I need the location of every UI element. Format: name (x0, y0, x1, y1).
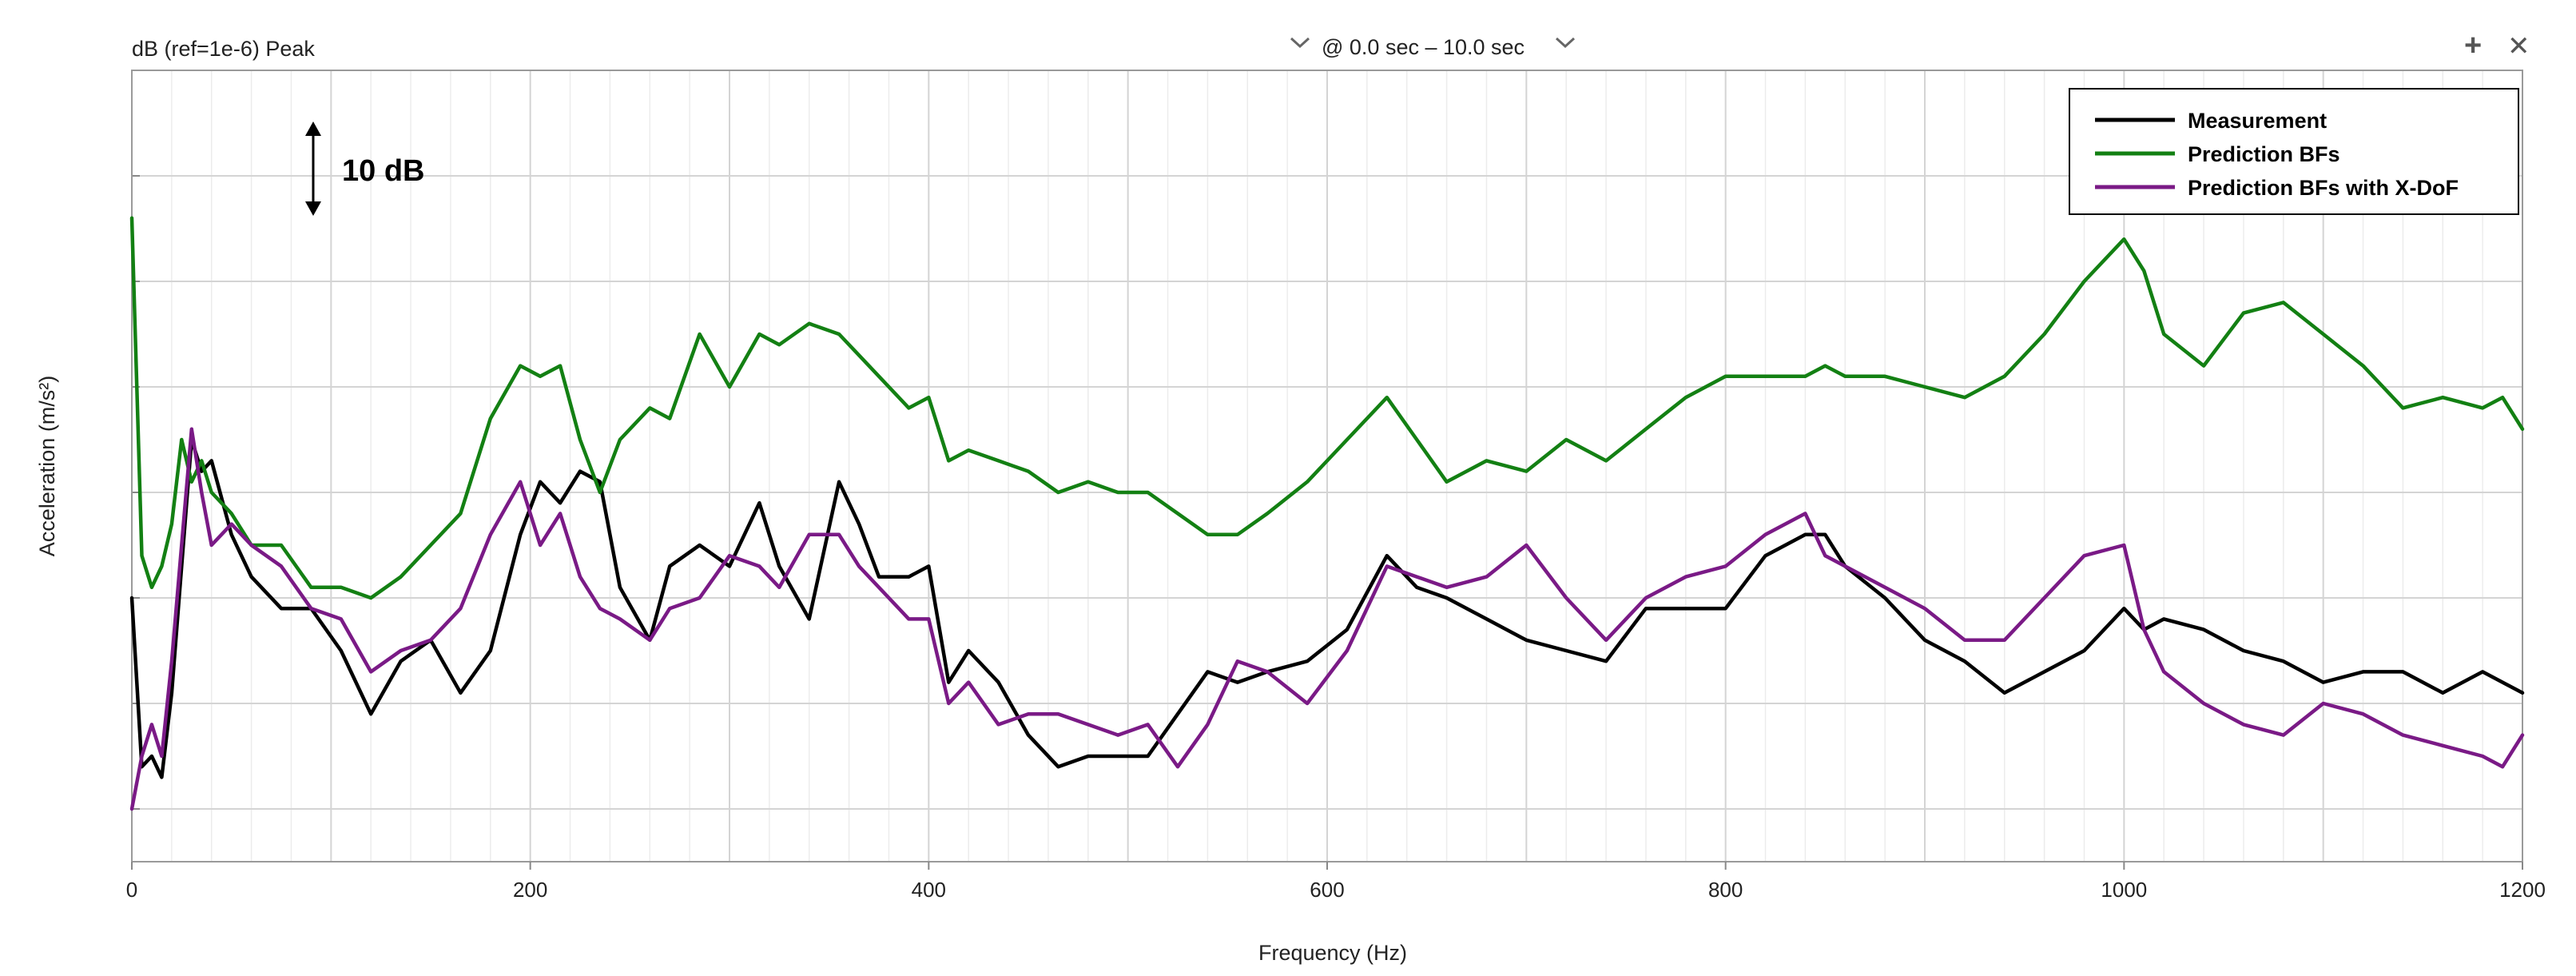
add-icon[interactable]: + (2464, 29, 2482, 62)
time-range-label[interactable]: @ 0.0 sec – 10.0 sec (1322, 35, 1525, 59)
x-tick-label: 1200 (2499, 878, 2546, 902)
x-tick-label: 1000 (2101, 878, 2147, 902)
series-line-2 (129, 427, 2525, 811)
close-icon[interactable]: ✕ (2507, 30, 2530, 62)
series-layer (129, 216, 2525, 811)
x-axis-label: Frequency (Hz) (1258, 941, 1407, 965)
legend-label: Measurement (2188, 109, 2327, 133)
minor-gridlines (171, 70, 2483, 862)
series-line-1 (129, 216, 2525, 600)
legend: Measurement Prediction BFs Prediction BFs … (2069, 88, 2519, 215)
chevron-down-icon[interactable] (1555, 37, 1576, 49)
x-axis-ticks: 0 200 400 600 800 1000 1200 (126, 862, 2546, 902)
legend-label: Prediction BFs (2188, 142, 2340, 166)
scale-marker: 10 dB (305, 122, 424, 216)
up-arrow-icon (305, 122, 321, 136)
x-tick-label: 200 (513, 878, 547, 902)
y-axis-label: Acceleration (m/s²) (35, 376, 59, 557)
x-tick-label: 0 (126, 878, 137, 902)
x-tick-label: 400 (912, 878, 946, 902)
x-tick-label: 800 (1708, 878, 1743, 902)
scale-label-10db: 10 dB (342, 154, 424, 188)
down-arrow-icon (305, 201, 321, 216)
time-range-selector[interactable]: @ 0.0 sec – 10.0 sec (1290, 35, 1576, 59)
x-tick-label: 600 (1310, 878, 1344, 902)
scale-label: dB (ref=1e-6) Peak (132, 37, 315, 61)
legend-label: Prediction BFs with X-DoF (2188, 176, 2459, 200)
series-line-0 (129, 437, 2525, 779)
chevron-down-icon[interactable] (1290, 37, 1310, 49)
